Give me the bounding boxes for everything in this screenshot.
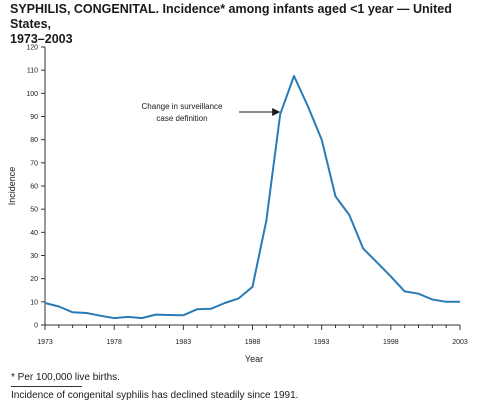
x-axis-label: Year	[245, 354, 263, 364]
y-tick-label: 70	[30, 160, 38, 167]
chart-title-line1: SYPHILIS, CONGENITAL. Incidence* among i…	[10, 2, 452, 31]
y-tick-label: 60	[30, 184, 38, 191]
chart-title-line2: 1973–2003	[10, 32, 73, 46]
annotation: Change in surveillance case definition	[142, 102, 281, 123]
y-tick-label: 30	[30, 253, 38, 260]
footnote-divider	[11, 386, 82, 387]
y-tick-label: 0	[34, 323, 38, 330]
x-tick-label: 1973	[37, 339, 53, 346]
y-tick-label: 10	[30, 299, 38, 306]
y-tick-label: 120	[26, 45, 38, 52]
footnote: * Per 100,000 live births.	[11, 372, 120, 383]
y-tick-label: 100	[26, 91, 38, 98]
y-tick-label: 40	[30, 230, 38, 237]
annotation-text-line1: Change in surveillance	[142, 102, 223, 111]
x-axis: 1973 1978 1983 1988 1993 1998 2003	[37, 324, 468, 346]
caption: Incidence of congenital syphilis has dec…	[11, 390, 299, 401]
chart-title: SYPHILIS, CONGENITAL. Incidence* among i…	[10, 2, 480, 47]
annotation-text-line2: case definition	[156, 114, 207, 123]
x-tick-label: 1983	[176, 339, 192, 346]
x-tick-label: 2003	[452, 339, 468, 346]
y-tick-label: 50	[30, 207, 38, 214]
x-tick-label: 1998	[383, 339, 399, 346]
y-axis-label: Incidence	[7, 167, 17, 206]
series-incidence	[44, 75, 460, 320]
incidence-line	[44, 75, 460, 320]
y-axis: 0 10 20 30 40 50 60 70 80 90 100 110 120	[26, 45, 46, 330]
y-tick-label: 80	[30, 137, 38, 144]
x-tick-label: 1978	[106, 339, 122, 346]
y-tick-label: 20	[30, 276, 38, 283]
x-tick-label: 1988	[245, 339, 261, 346]
y-tick-label: 90	[30, 114, 38, 121]
y-tick-label: 110	[27, 68, 38, 75]
x-tick-label: 1993	[314, 339, 330, 346]
